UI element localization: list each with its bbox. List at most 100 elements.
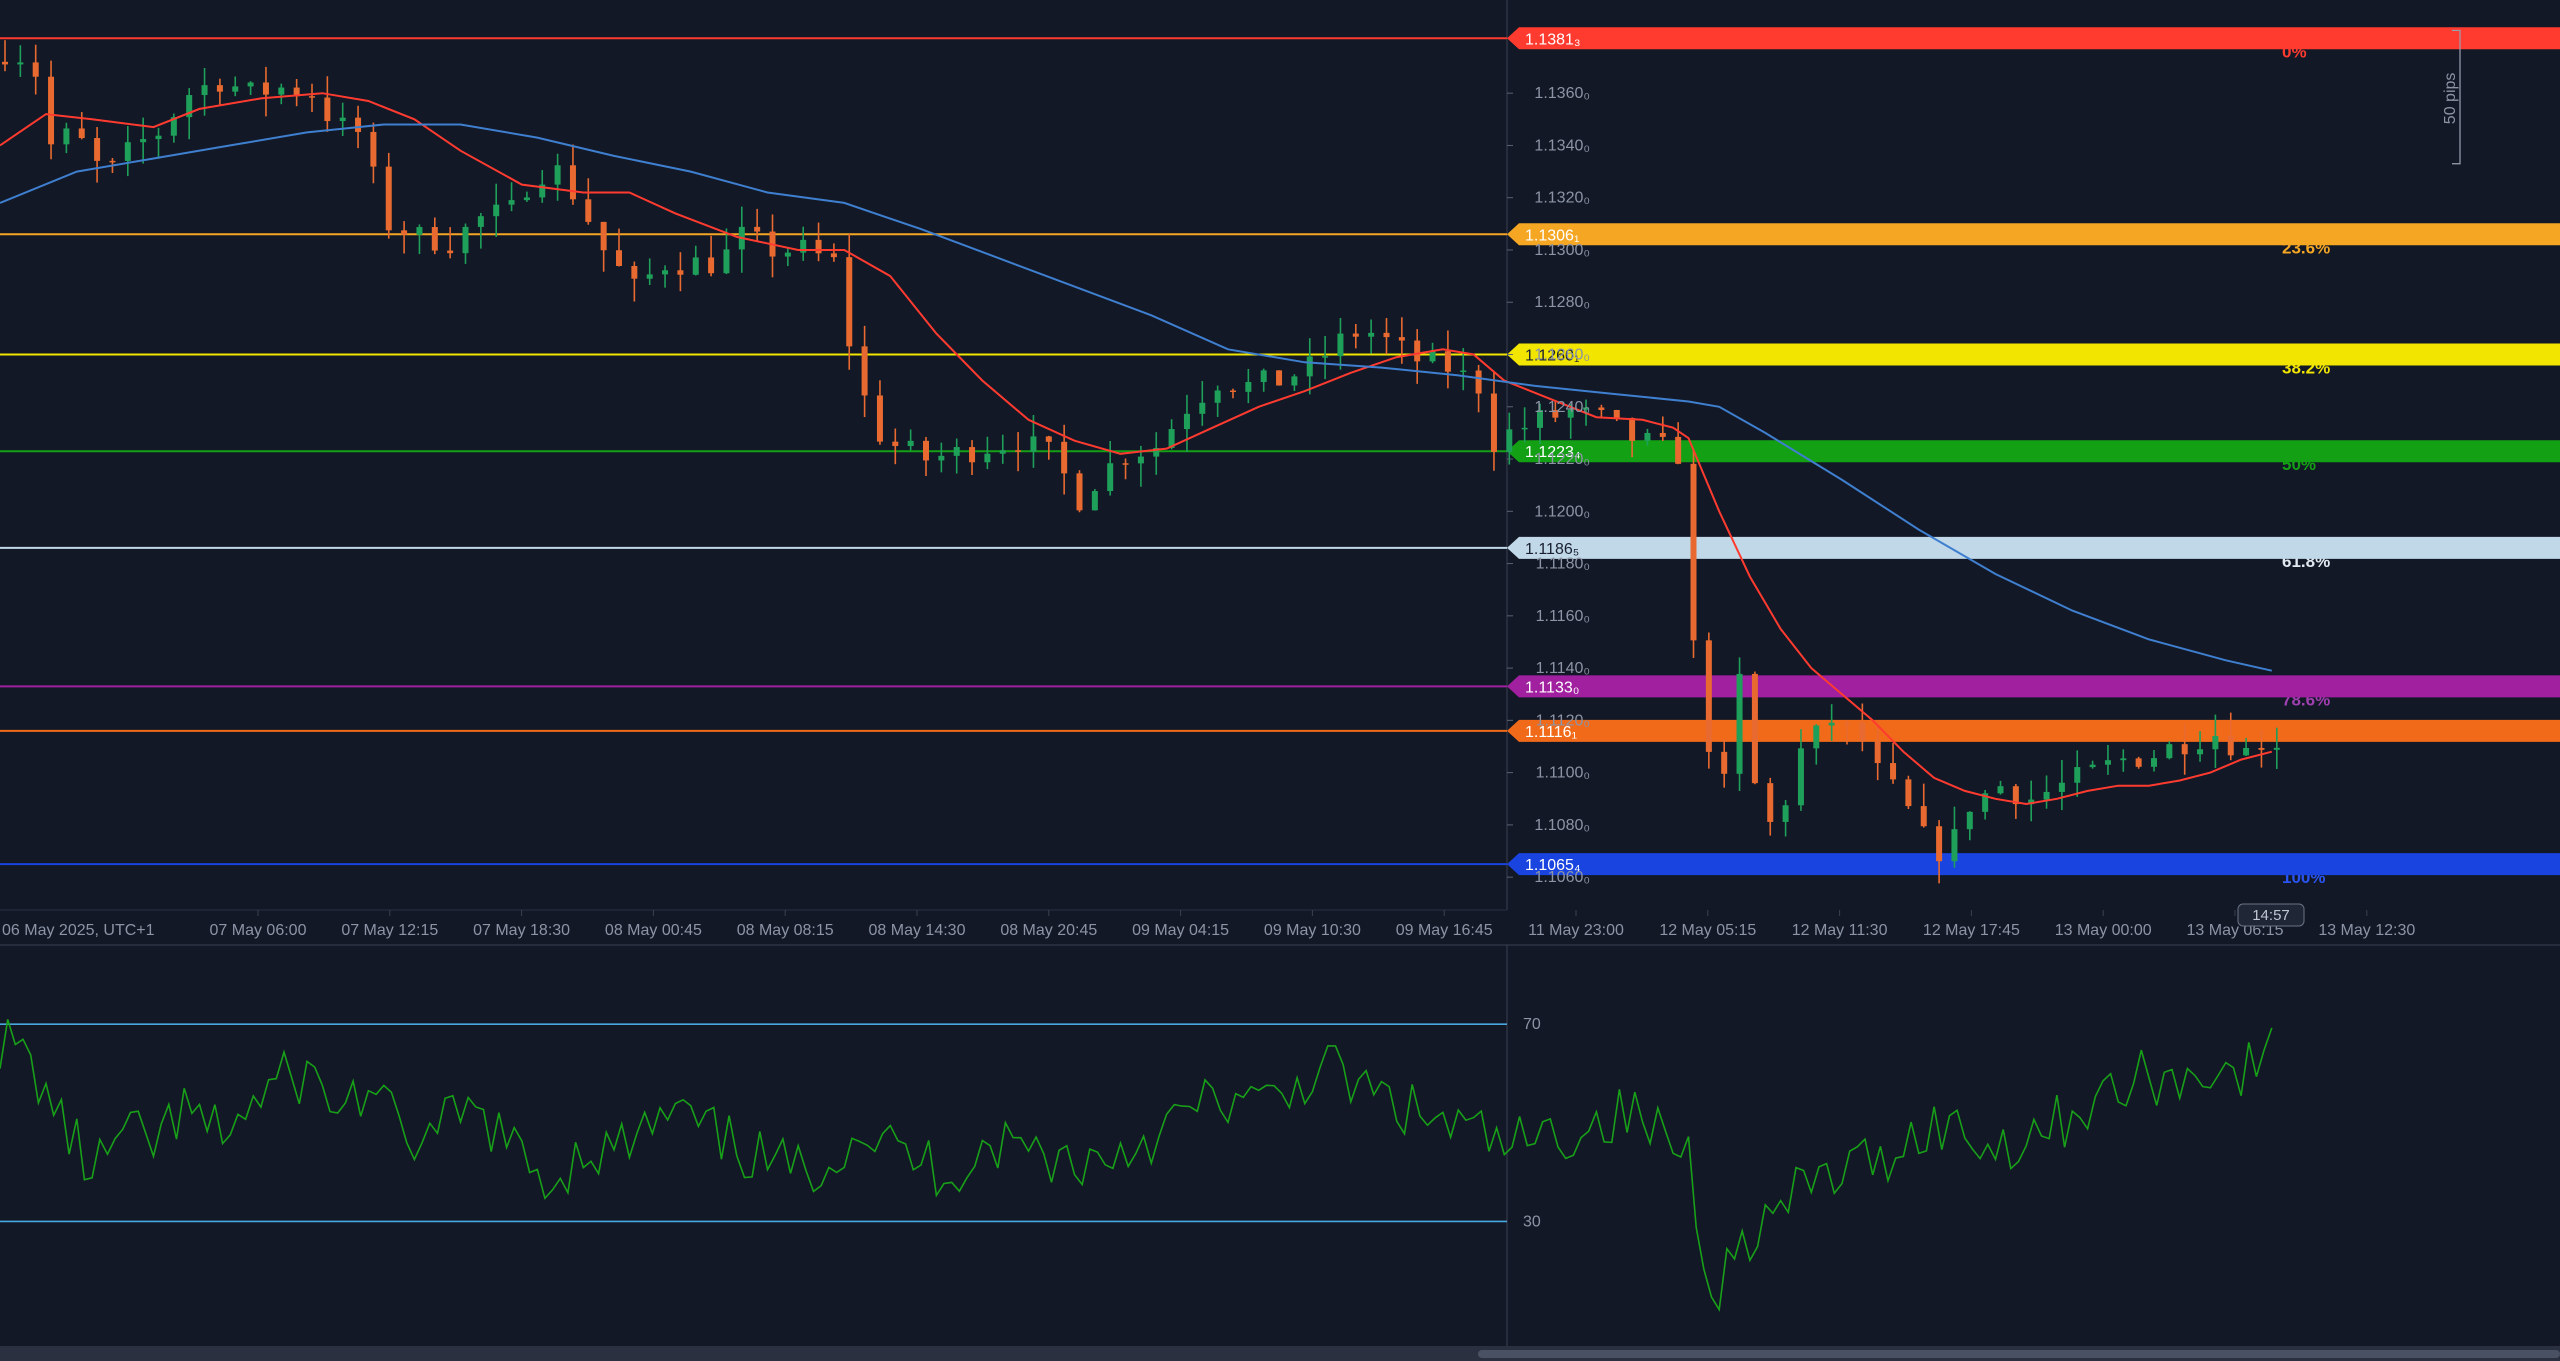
- candle-body: [1306, 356, 1313, 377]
- candle-body: [1276, 370, 1283, 386]
- candle-body: [800, 239, 807, 253]
- price-tick-label: 1.1060₀: [1534, 869, 1590, 886]
- price-tick-label: 1.1220₀: [1534, 451, 1590, 468]
- candle-body: [94, 138, 101, 161]
- candle-body: [1460, 370, 1467, 372]
- time-axis[interactable]: 06 May 2025, UTC+1 07 May 06:00 07 May 12:…: [2, 910, 2415, 939]
- candle-body: [309, 96, 315, 98]
- candle-body: [953, 447, 960, 456]
- candle-body: [1859, 722, 1866, 742]
- candle-body: [140, 139, 147, 143]
- candle-body: [1230, 390, 1236, 393]
- price-tick-label: 1.1080₀: [1534, 817, 1590, 834]
- candle-body: [370, 131, 377, 167]
- candle-body: [554, 165, 561, 185]
- candle-body: [401, 230, 408, 235]
- candle-body: [1122, 463, 1129, 465]
- candle-body: [861, 346, 868, 396]
- candle-body: [1659, 432, 1666, 437]
- candle-body: [155, 135, 162, 140]
- pip-ruler-label: 50 pips: [2442, 73, 2459, 125]
- candle-body: [2181, 744, 2188, 755]
- price-tick-label: 1.1180₀: [1536, 556, 1590, 573]
- candle-body: [2273, 747, 2280, 750]
- candle-body: [1997, 786, 2004, 794]
- candle-body: [1383, 332, 1390, 338]
- candle-body: [723, 249, 730, 274]
- candle-body: [907, 440, 914, 447]
- candle-body: [1521, 427, 1528, 430]
- candle-body: [1414, 340, 1421, 362]
- candle-body: [1245, 382, 1252, 392]
- candlestick-series: [2, 40, 2280, 884]
- time-tick-label: 07 May 06:00: [210, 922, 307, 939]
- candle-body: [2028, 799, 2035, 805]
- time-tick-label: 12 May 11:30: [1792, 922, 1888, 939]
- level-price-label: 1.1381₃: [1525, 31, 1580, 48]
- candle-body: [462, 226, 469, 254]
- candle-body: [2043, 791, 2050, 800]
- candle-body: [1091, 491, 1098, 511]
- candle-body: [508, 200, 515, 205]
- candle-body: [1552, 410, 1559, 418]
- price-tick-label: 1.1140₀: [1536, 660, 1590, 677]
- candle-body: [1736, 673, 1743, 774]
- candle-body: [1982, 793, 1989, 812]
- pip-ruler: 50 pips: [2442, 29, 2461, 165]
- moving-averages: [0, 92, 2273, 806]
- candle-body: [1337, 333, 1344, 357]
- candle-body: [1598, 407, 1605, 410]
- candle-countdown: 14:57: [2237, 903, 2305, 927]
- level-price-label: 1.1116₁: [1525, 724, 1577, 741]
- candle-body: [431, 227, 438, 251]
- candle-body: [969, 447, 976, 463]
- candle-body: [2227, 735, 2234, 756]
- level-price-badge: [1507, 536, 2560, 559]
- candle-body: [1506, 429, 1513, 452]
- candle-body: [1721, 751, 1728, 774]
- candle-body: [216, 85, 223, 92]
- time-tick-label: 11 May 23:00: [1528, 922, 1624, 939]
- candle-body: [923, 440, 929, 461]
- candle-body: [708, 257, 715, 274]
- candle-body: [32, 62, 39, 77]
- candle-body: [232, 86, 239, 92]
- candle-body: [477, 216, 484, 227]
- candle-body: [1291, 376, 1298, 386]
- time-tick-label: 09 May 16:45: [1396, 922, 1493, 939]
- level-price-badge: [1507, 853, 2560, 876]
- candle-body: [1920, 806, 1927, 827]
- time-tick-label: 13 May 12:30: [2318, 922, 2415, 939]
- candle-body: [324, 97, 331, 122]
- candle-body: [1168, 429, 1175, 448]
- candle-body: [2258, 747, 2265, 750]
- price-tick-label: 1.1160₀: [1536, 608, 1590, 625]
- candle-body: [1751, 673, 1758, 784]
- candle-body: [1153, 447, 1160, 457]
- candle-body: [2197, 749, 2204, 755]
- scrollbar-thumb[interactable]: [1478, 1350, 2560, 1358]
- price-axis[interactable]: 1.1360₀ 1.1340₀ 1.1320₀ 1.1300₀ 1.1280₀ 1.126…: [1507, 85, 1590, 886]
- level-price-label: 1.1065₄: [1525, 857, 1580, 874]
- candle-body: [1583, 407, 1590, 410]
- level-price-label: 1.1133₀: [1525, 679, 1579, 696]
- candle-body: [1490, 393, 1497, 452]
- level-price-label: 1.1306₁: [1525, 227, 1579, 244]
- candle-body: [1444, 351, 1451, 372]
- candle-body: [523, 197, 530, 201]
- candle-body: [1813, 725, 1820, 749]
- osc-tick-label: 70: [1523, 1016, 1541, 1033]
- candle-body: [201, 85, 208, 96]
- candle-body: [600, 221, 607, 251]
- candle-body: [1398, 337, 1405, 341]
- candle-body: [677, 270, 684, 275]
- candle-body: [1951, 829, 1958, 862]
- candle-body: [646, 274, 653, 279]
- level-price-label: 1.1186₅: [1525, 541, 1579, 558]
- candle-body: [876, 395, 883, 442]
- candle-body: [186, 95, 193, 118]
- price-tick-label: 1.1340₀: [1534, 137, 1590, 154]
- candle-body: [247, 82, 254, 87]
- candle-body: [262, 82, 269, 95]
